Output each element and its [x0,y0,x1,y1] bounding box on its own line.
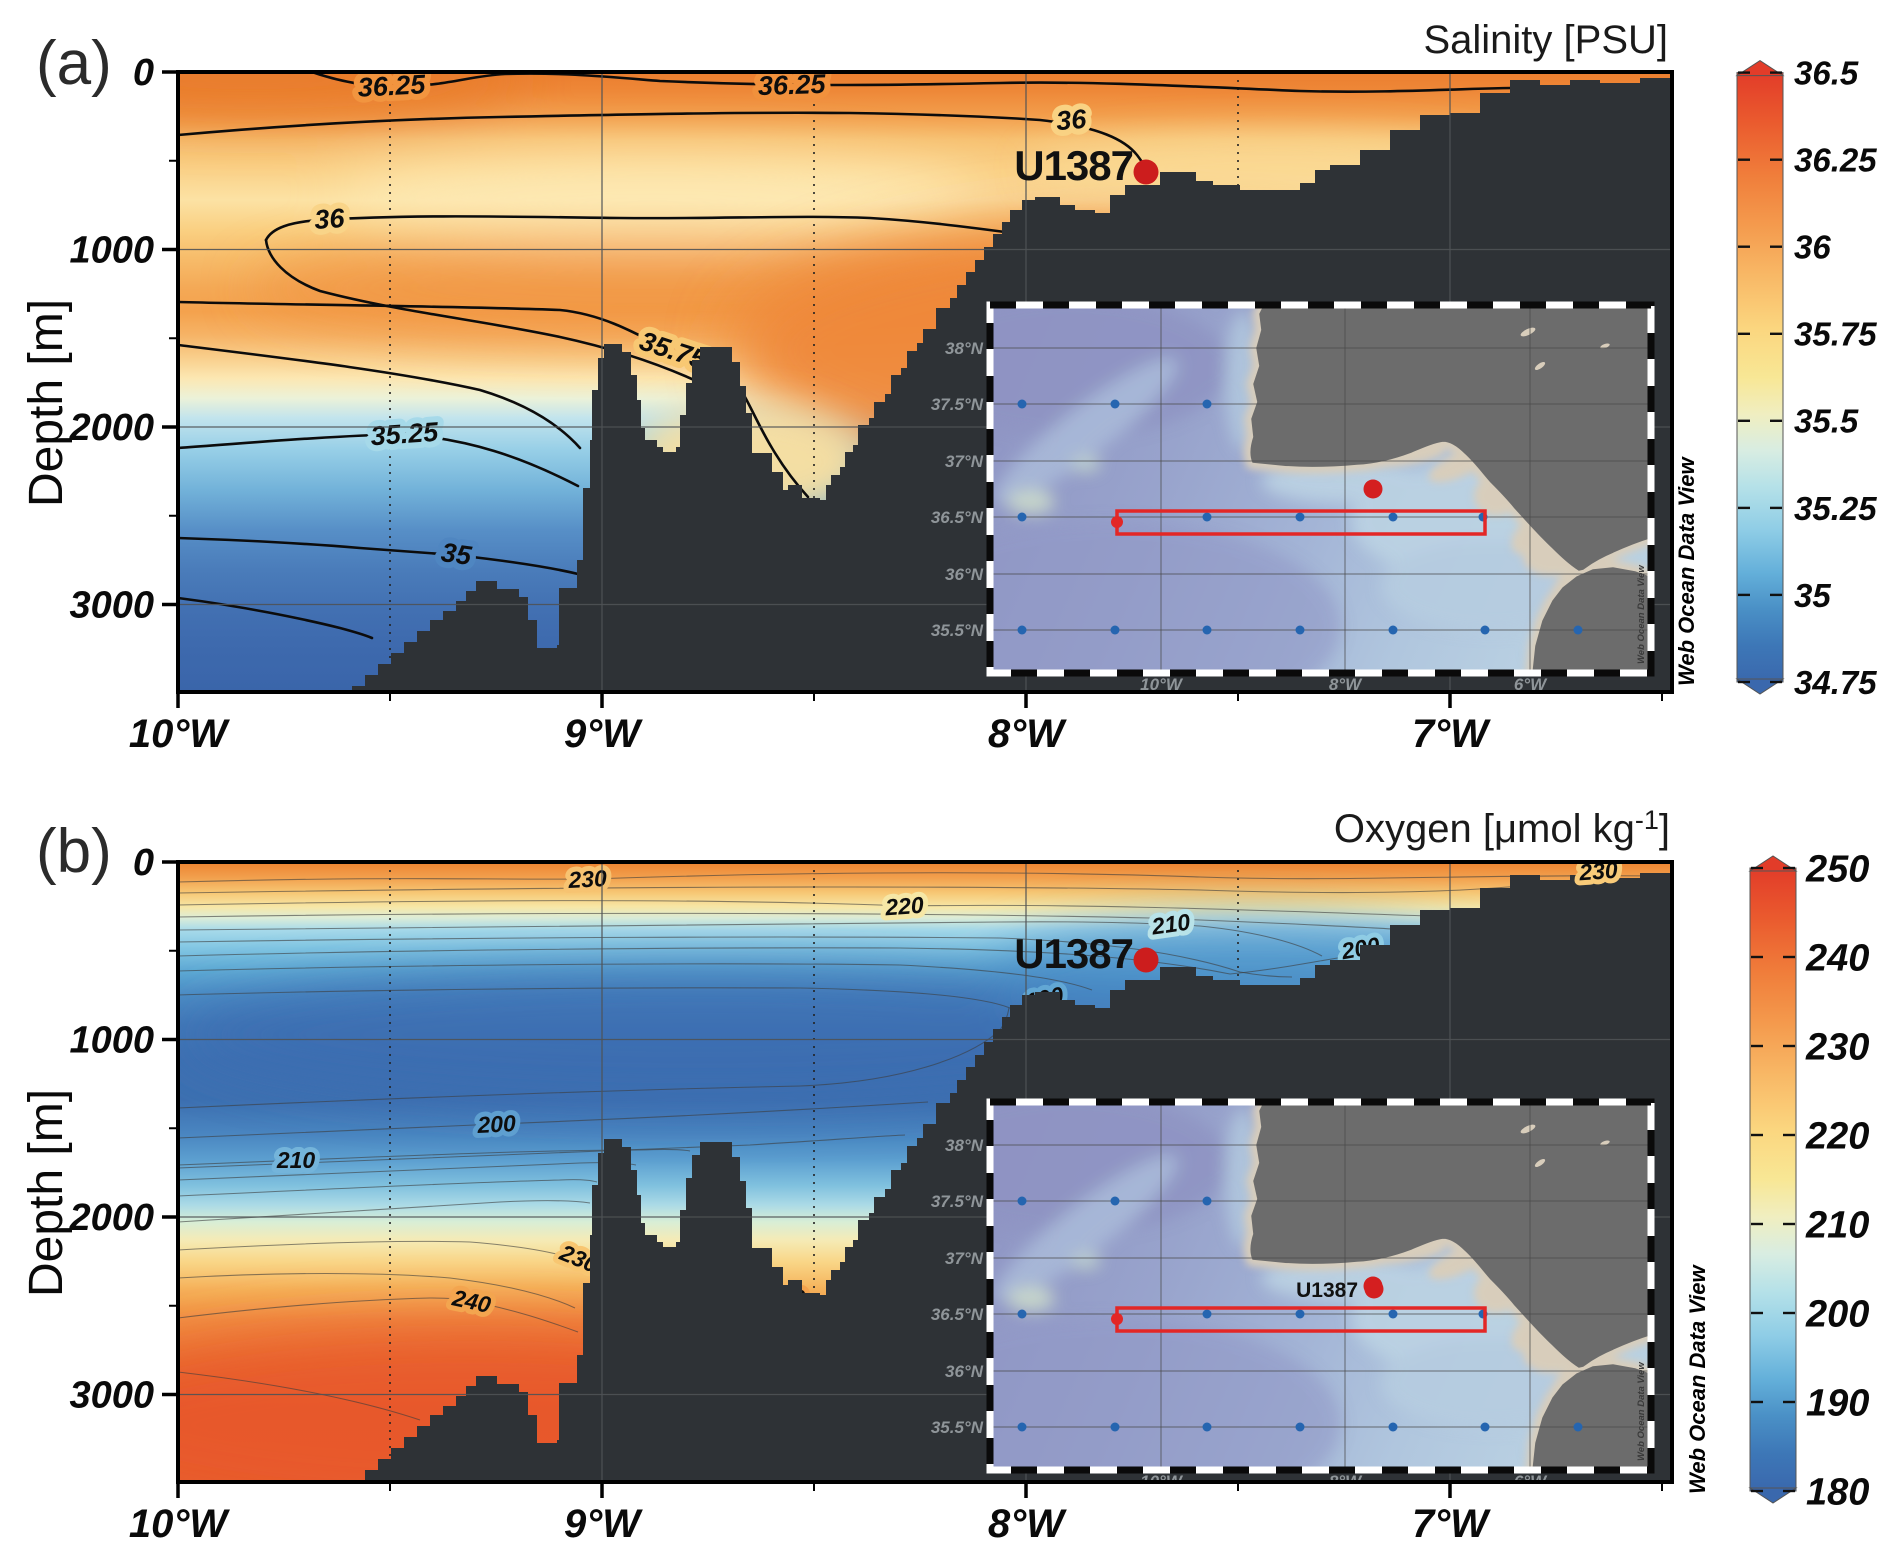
svg-text:9°W: 9°W [564,1502,643,1546]
svg-text:Depth [m]: Depth [m] [20,299,73,507]
svg-text:180: 180 [1806,1472,1869,1514]
svg-text:U1387: U1387 [1014,930,1133,977]
svg-text:210: 210 [276,1147,316,1173]
svg-text:36: 36 [1055,104,1089,137]
svg-text:(a): (a) [36,29,112,98]
svg-text:250: 250 [1805,849,1869,891]
svg-text:36: 36 [1794,229,1831,266]
svg-text:36: 36 [313,203,346,235]
svg-text:10°W: 10°W [129,1502,230,1546]
svg-text:36.5: 36.5 [1794,55,1859,92]
svg-text:Web Ocean Data View: Web Ocean Data View [1685,1263,1710,1494]
svg-text:36.25: 36.25 [357,69,427,103]
svg-text:220: 220 [883,892,924,921]
svg-text:35.25: 35.25 [1794,490,1877,527]
svg-text:3000: 3000 [69,585,154,627]
svg-text:210: 210 [1149,909,1192,940]
svg-text:34.75: 34.75 [1794,664,1877,701]
svg-text:35.25: 35.25 [370,417,440,452]
svg-text:35: 35 [1794,577,1831,614]
svg-text:7°W: 7°W [1412,712,1491,756]
svg-text:200: 200 [1805,1294,1869,1336]
svg-text:2000: 2000 [68,1197,154,1239]
svg-text:(b): (b) [36,817,112,886]
svg-text:190: 190 [1806,1383,1869,1425]
svg-text:0: 0 [133,52,154,94]
svg-text:35.5: 35.5 [1794,403,1859,440]
svg-text:210: 210 [1805,1205,1869,1247]
svg-text:U1387: U1387 [1296,1279,1358,1302]
svg-text:36.25: 36.25 [1794,142,1877,179]
svg-text:1000: 1000 [69,230,154,272]
svg-text:10°W: 10°W [129,712,230,756]
svg-text:9°W: 9°W [564,712,643,756]
svg-text:230: 230 [1805,1027,1869,1069]
svg-text:200: 200 [476,1110,517,1138]
svg-text:1000: 1000 [69,1020,154,1062]
svg-text:220: 220 [1805,1116,1869,1158]
svg-text:35: 35 [439,537,474,571]
svg-text:8°W: 8°W [988,712,1067,756]
svg-text:3000: 3000 [69,1375,154,1417]
svg-text:7°W: 7°W [1412,1502,1491,1546]
svg-text:Depth [m]: Depth [m] [20,1089,73,1297]
svg-text:U1387: U1387 [1014,142,1133,189]
svg-text:35.75: 35.75 [1794,316,1877,353]
svg-text:Web Ocean Data View: Web Ocean Data View [1674,455,1699,686]
svg-text:8°W: 8°W [988,1502,1067,1546]
svg-text:Salinity [PSU]: Salinity [PSU] [1423,18,1668,62]
svg-text:2000: 2000 [68,407,154,449]
svg-text:240: 240 [1805,938,1869,980]
svg-text:0: 0 [133,842,154,884]
svg-text:Oxygen [μmol kg-1]: Oxygen [μmol kg-1] [1334,805,1670,851]
